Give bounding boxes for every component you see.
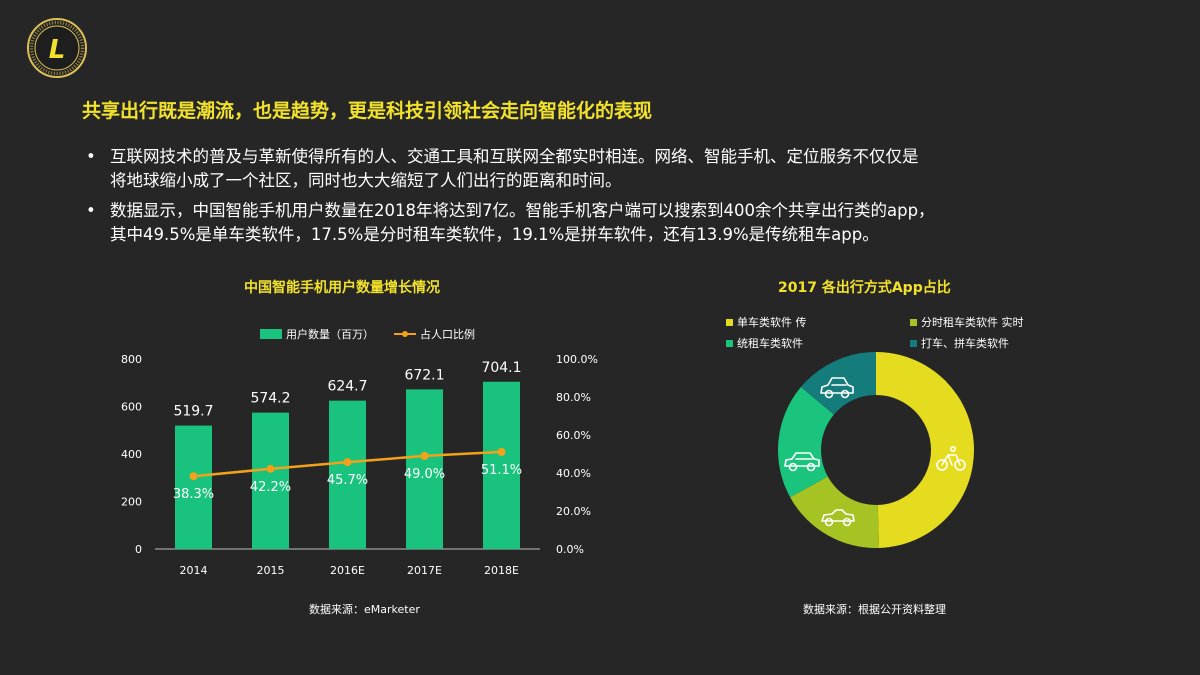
y2-axis-tick-label: 80.0%	[556, 391, 591, 404]
legend-swatch-bar	[260, 329, 282, 339]
line-point	[266, 464, 275, 473]
y2-axis-tick-label: 100.0%	[556, 353, 598, 366]
bar-value-label: 574.2	[250, 391, 290, 407]
y-axis-tick-label: 800	[121, 353, 142, 366]
y-axis-tick-label: 400	[121, 448, 142, 461]
bullet-text-line: 其中49.5%是单车类软件，17.5%是分时租车类软件，19.1%是拼车软件，还…	[110, 225, 879, 244]
bullet-symbol: •	[86, 147, 96, 166]
legend-label-bar: 用户数量（百万）	[286, 328, 374, 341]
legend-item-timeshare: 分时租车类软件 实时	[910, 314, 1024, 330]
legend-label-line: 占人口比例	[420, 328, 475, 341]
bullet-symbol: •	[86, 201, 96, 220]
bullet-item: • 数据显示，中国智能手机用户数量在2018年将达到7亿。智能手机客户端可以搜索…	[86, 199, 1146, 247]
company-logo: L	[27, 18, 87, 78]
bar-value-label: 672.1	[404, 367, 444, 383]
bar-value-label: 704.1	[481, 360, 521, 376]
y2-axis-tick-label: 60.0%	[556, 429, 591, 442]
legend-item-bike: 单车类软件 传	[726, 314, 807, 330]
donut-chart-title: 2017 各出行方式App占比	[778, 280, 951, 296]
bar-value-label: 624.7	[327, 379, 367, 395]
donut-slice	[876, 352, 975, 548]
line-point	[497, 447, 506, 456]
x-axis-tick-label: 2015	[257, 564, 285, 577]
bar	[406, 389, 443, 549]
bullet-text-line: 互联网技术的普及与革新使得所有的人、交通工具和互联网全都实时相连。网络、智能手机…	[110, 147, 919, 166]
line-point	[420, 451, 429, 460]
line-point-label: 45.7%	[327, 473, 368, 488]
y-axis-tick-label: 200	[121, 496, 142, 509]
legend-label-timeshare: 分时租车类软件 实时	[921, 316, 1024, 329]
bullet-text-line: 数据显示，中国智能手机用户数量在2018年将达到7亿。智能手机客户端可以搜索到4…	[110, 201, 935, 220]
legend-item-bar: 用户数量（百万）	[260, 326, 374, 342]
bullet-list: • 互联网技术的普及与革新使得所有的人、交通工具和互联网全都实时相连。网络、智能…	[86, 145, 1146, 253]
line-point-label: 38.3%	[173, 487, 214, 502]
bullet-item: • 互联网技术的普及与革新使得所有的人、交通工具和互联网全都实时相连。网络、智能…	[86, 145, 1146, 193]
y-axis-tick-label: 600	[121, 401, 142, 414]
line-point-label: 51.1%	[481, 463, 522, 478]
legend-swatch-rideshare	[910, 339, 917, 347]
donut-chart-source: 数据来源：根据公开资料整理	[803, 603, 946, 616]
legend-swatch-timeshare	[910, 318, 917, 326]
legend-label-bike: 单车类软件 传	[737, 316, 807, 329]
logo-letter: L	[49, 35, 66, 65]
car-icon	[784, 452, 820, 472]
bar-value-label: 519.7	[173, 404, 213, 420]
legend-item-rideshare: 打车、拼车类软件	[910, 335, 1009, 351]
donut-slice	[800, 352, 876, 415]
bar	[483, 381, 520, 549]
bar	[252, 412, 289, 549]
legend-item-rental: 统租车类软件	[726, 335, 803, 351]
legend-swatch-line	[394, 331, 416, 337]
line-point-label: 42.2%	[250, 480, 291, 495]
line-point	[189, 472, 198, 481]
legend-item-line: 占人口比例	[394, 326, 475, 342]
x-axis-tick-label: 2017E	[407, 564, 442, 577]
bar-chart-title: 中国智能手机用户数量增长情况	[244, 280, 440, 296]
line-point-label: 49.0%	[404, 467, 445, 482]
legend-swatch-bike	[726, 318, 733, 326]
y2-axis-tick-label: 0.0%	[556, 543, 584, 556]
x-axis-tick-label: 2014	[180, 564, 208, 577]
bar	[175, 425, 212, 549]
y2-axis-tick-label: 40.0%	[556, 467, 591, 480]
bullet-text-line: 将地球缩小成了一个社区，同时也大大缩短了人们出行的距离和时间。	[110, 171, 622, 190]
bicycle-icon	[936, 446, 966, 471]
convertible-car-icon	[821, 509, 855, 527]
x-axis-tick-label: 2018E	[484, 564, 519, 577]
car-front-icon	[820, 377, 854, 399]
legend-swatch-rental	[726, 339, 733, 347]
page-headline: 共享出行既是潮流，也是趋势，更是科技引领社会走向智能化的表现	[82, 100, 653, 122]
y-axis-tick-label: 0	[135, 543, 142, 556]
legend-label-rental: 统租车类软件	[737, 337, 803, 350]
x-axis-tick-label: 2016E	[330, 564, 365, 577]
y2-axis-tick-label: 20.0%	[556, 505, 591, 518]
bar	[329, 400, 366, 549]
line-point	[343, 458, 352, 467]
bar-chart-source: 数据来源：eMarketer	[309, 603, 420, 616]
legend-label-rideshare: 打车、拼车类软件	[921, 337, 1009, 350]
